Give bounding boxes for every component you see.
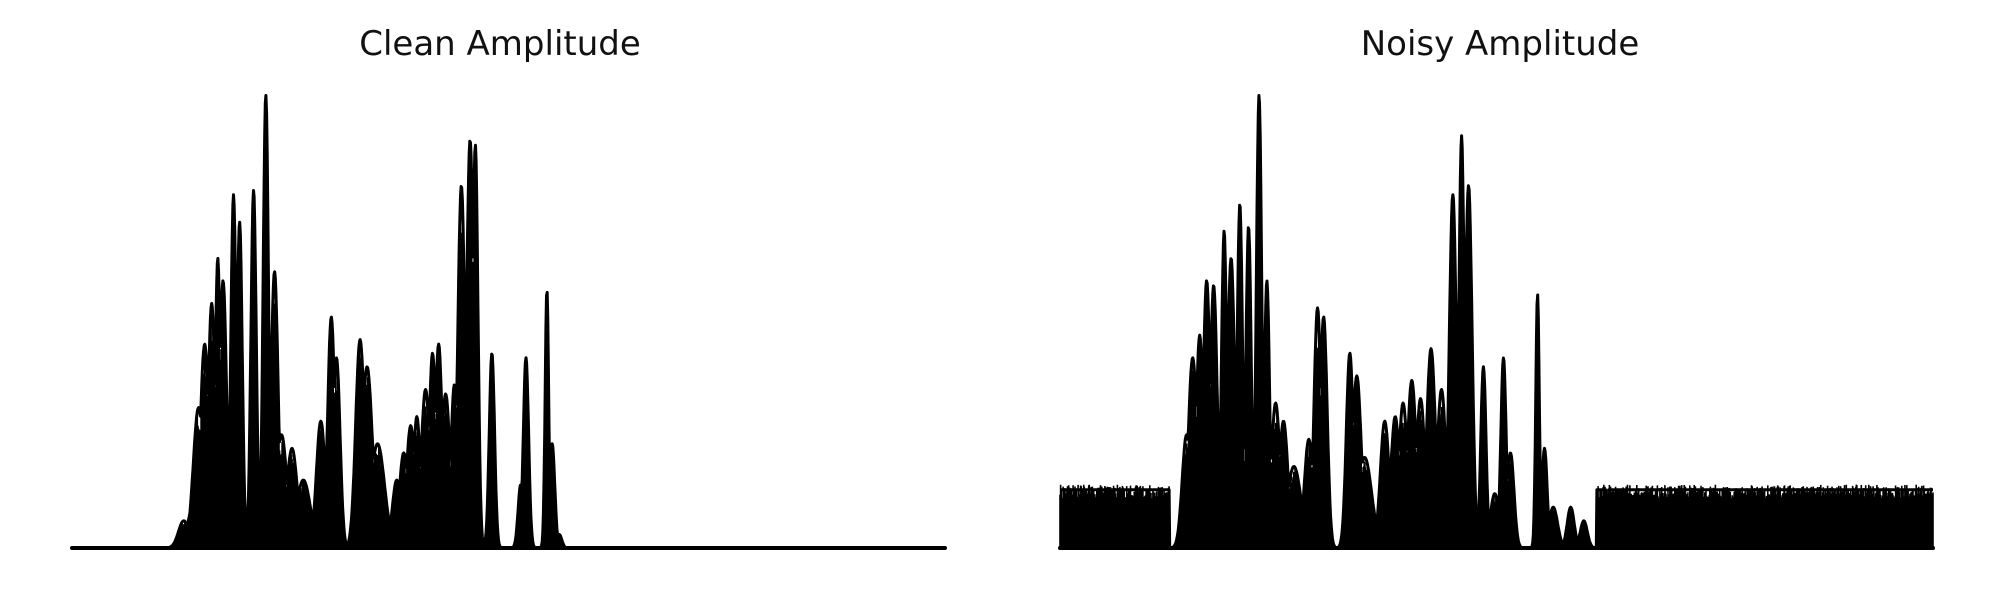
waveform-area xyxy=(1058,94,1935,550)
noisy-amplitude-plot xyxy=(1058,94,1935,550)
chart-panel-noisy: Noisy Amplitude xyxy=(1000,0,2000,600)
waveform-envelope xyxy=(1059,94,1934,550)
waveform-bars xyxy=(1059,105,1934,548)
waveform-bars xyxy=(164,106,569,548)
waveform-envelope xyxy=(71,94,946,550)
clean-amplitude-plot xyxy=(70,94,947,550)
chart-panel-clean: Clean Amplitude xyxy=(70,24,947,550)
chart-title: Noisy Amplitude xyxy=(1360,24,1640,64)
waveform-area xyxy=(70,94,947,550)
chart-title: Clean Amplitude xyxy=(359,24,641,64)
